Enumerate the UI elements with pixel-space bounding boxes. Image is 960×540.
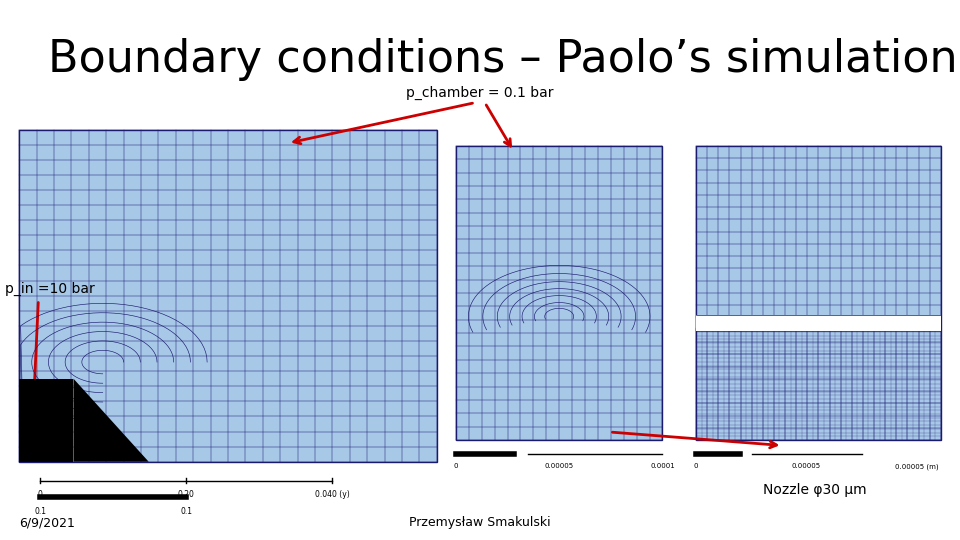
Text: 0.1: 0.1 [180,507,192,516]
Text: Nozzle φ30 μm: Nozzle φ30 μm [763,483,867,497]
Text: 0.1: 0.1 [35,507,46,516]
Text: p_in =10 bar: p_in =10 bar [5,282,94,296]
Bar [696,146,941,440]
Text: 0.00005: 0.00005 [544,463,574,469]
Text: 0.040 (y): 0.040 (y) [315,490,349,500]
Bar [696,315,941,331]
Text: 0.00005 (m): 0.00005 (m) [895,463,938,470]
Bar [19,130,437,462]
Text: 6/9/2021: 6/9/2021 [19,516,75,529]
Text: 0.20: 0.20 [178,490,195,500]
Bar [19,379,74,462]
Text: Boundary conditions – Paolo’s simulation: Boundary conditions – Paolo’s simulation [48,38,958,81]
Text: 0: 0 [454,463,458,469]
Text: 0.00005: 0.00005 [792,463,821,469]
Bar [456,146,662,440]
Text: p_chamber = 0.1 bar: p_chamber = 0.1 bar [406,86,554,100]
Text: 0: 0 [37,490,42,500]
Text: Przemysław Smakulski: Przemysław Smakulski [409,516,551,529]
Text: 0.0001: 0.0001 [650,463,675,469]
Polygon shape [74,379,149,462]
Text: 0: 0 [694,463,698,469]
